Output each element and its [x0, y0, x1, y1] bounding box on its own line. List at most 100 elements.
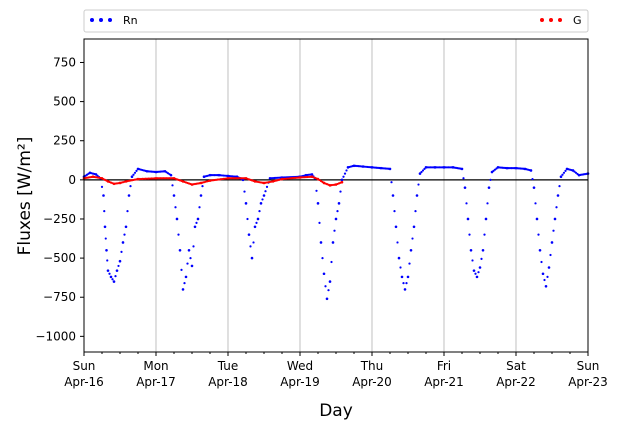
- y-tick-label: −500: [43, 251, 76, 265]
- data-point: [345, 169, 348, 172]
- data-point: [489, 178, 492, 181]
- x-tick-day: Tue: [217, 359, 239, 373]
- data-point: [178, 248, 182, 252]
- data-point: [124, 225, 128, 229]
- data-point: [334, 217, 338, 221]
- data-point: [393, 210, 396, 213]
- data-point: [339, 190, 342, 193]
- data-point: [406, 275, 410, 279]
- data-point: [196, 217, 200, 221]
- x-tick-date: Apr-18: [208, 375, 248, 389]
- x-tick-date: Apr-20: [352, 375, 392, 389]
- data-point: [195, 221, 198, 224]
- data-point: [529, 169, 533, 172]
- data-point: [193, 225, 197, 229]
- y-tick-label: 0: [68, 173, 76, 187]
- data-point: [102, 194, 105, 197]
- data-point: [111, 278, 114, 281]
- data-point: [112, 280, 116, 283]
- data-point: [555, 206, 558, 209]
- x-tick-day: Sun: [73, 359, 96, 373]
- data-point: [115, 269, 119, 272]
- data-point: [487, 186, 491, 189]
- data-point: [492, 169, 495, 172]
- data-point: [544, 284, 548, 288]
- data-point: [397, 256, 401, 260]
- data-point: [399, 266, 402, 269]
- data-point: [336, 210, 339, 213]
- data-point: [564, 169, 567, 172]
- data-point: [316, 202, 320, 205]
- data-point: [562, 171, 566, 174]
- data-point: [463, 186, 467, 189]
- data-point: [462, 177, 465, 180]
- data-point: [171, 184, 174, 187]
- data-point: [423, 167, 426, 170]
- data-point: [561, 173, 564, 176]
- data-point: [264, 190, 267, 193]
- data-point: [465, 202, 468, 205]
- data-point: [481, 248, 485, 252]
- data-point: [574, 171, 578, 174]
- data-point: [552, 229, 555, 232]
- data-point: [400, 275, 404, 279]
- data-point: [106, 269, 110, 272]
- y-tick-label: −1000: [35, 329, 76, 343]
- data-point: [330, 260, 333, 264]
- data-point: [104, 237, 107, 240]
- data-point: [123, 233, 126, 236]
- data-point: [192, 245, 195, 248]
- data-point: [558, 185, 561, 188]
- data-point: [471, 259, 474, 262]
- data-point: [120, 250, 123, 253]
- data-point: [417, 183, 420, 186]
- data-point: [483, 233, 486, 236]
- data-point: [109, 275, 113, 279]
- data-point: [243, 190, 246, 193]
- data-point: [103, 225, 107, 229]
- data-point: [105, 248, 108, 252]
- data-point: [550, 241, 554, 244]
- data-point: [342, 175, 345, 178]
- data-point: [121, 241, 125, 244]
- data-point: [250, 256, 254, 260]
- data-point: [190, 264, 194, 268]
- data-point: [108, 272, 111, 275]
- data-point: [493, 168, 497, 171]
- data-point: [244, 202, 248, 205]
- data-point: [183, 282, 186, 285]
- legend-marker-rn: [90, 18, 112, 22]
- data-point: [256, 217, 260, 221]
- data-point: [327, 289, 330, 292]
- data-point: [405, 282, 408, 285]
- data-point: [247, 233, 251, 236]
- data-point: [549, 253, 552, 257]
- data-point: [573, 170, 576, 173]
- data-point: [547, 266, 551, 269]
- x-tick-day: Wed: [287, 359, 313, 373]
- y-tick-label: 250: [53, 134, 76, 148]
- data-point: [318, 221, 321, 224]
- data-point: [258, 210, 261, 213]
- data-point: [409, 248, 413, 252]
- data-point: [106, 259, 109, 262]
- data-point: [412, 225, 416, 229]
- x-tick-day: Mon: [143, 359, 168, 373]
- x-tick-date: Apr-19: [280, 375, 320, 389]
- legend-marker-g: [540, 18, 562, 22]
- legend-label-rn: Rn: [123, 14, 138, 27]
- legend-frame: [83, 9, 589, 33]
- data-point: [96, 174, 99, 177]
- data-point: [538, 248, 542, 252]
- data-point: [343, 172, 347, 175]
- y-axis: −1000 −750 −500 −250 0 250 500 750: [35, 55, 84, 343]
- grid-layer: [83, 39, 589, 352]
- data-point: [388, 167, 392, 171]
- data-point: [477, 271, 480, 274]
- data-point: [259, 202, 263, 205]
- x-tick-day: Fri: [437, 359, 451, 373]
- data-point: [534, 202, 537, 205]
- data-point: [420, 170, 423, 174]
- data-point: [129, 185, 132, 188]
